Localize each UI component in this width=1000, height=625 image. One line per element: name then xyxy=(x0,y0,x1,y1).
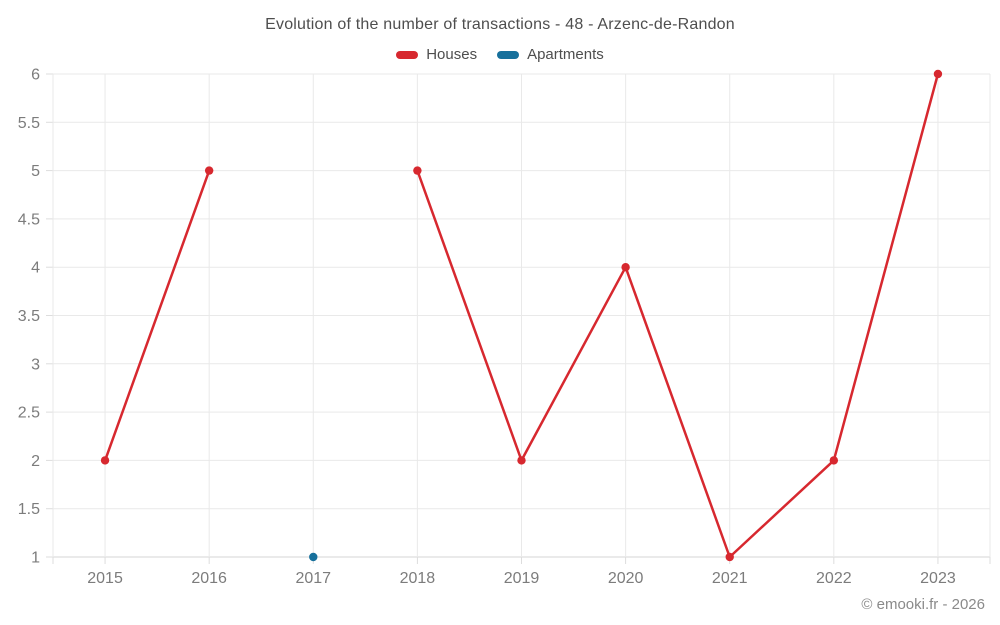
legend-label-houses: Houses xyxy=(426,46,478,63)
y-axis-label: 1.5 xyxy=(18,501,40,518)
y-axis-label: 3.5 xyxy=(18,308,40,325)
data-point-apartments-2017[interactable] xyxy=(309,552,318,562)
data-point-houses-2018[interactable] xyxy=(413,166,422,175)
y-axis-label: 3 xyxy=(31,356,40,373)
y-axis-label: 4.5 xyxy=(18,211,40,228)
data-point-houses-2019[interactable] xyxy=(517,456,526,465)
y-axis-label: 4 xyxy=(31,260,40,277)
x-axis-label: 2023 xyxy=(920,570,956,587)
data-point-houses-2020[interactable] xyxy=(621,263,630,272)
x-axis-label: 2016 xyxy=(191,570,227,587)
y-axis-label: 6 xyxy=(31,67,40,84)
legend-item-apartments[interactable]: Apartments xyxy=(497,46,604,63)
houses-series-swatch-icon xyxy=(396,50,419,59)
x-axis-label: 2019 xyxy=(504,570,540,587)
apartments-series-swatch-icon xyxy=(497,50,520,59)
y-axis-label: 5.5 xyxy=(18,115,40,132)
data-point-houses-2016[interactable] xyxy=(204,166,214,175)
data-point-houses-2022[interactable] xyxy=(829,456,839,465)
y-axis-label: 5 xyxy=(31,163,40,180)
legend: Houses Apartments xyxy=(0,46,1000,63)
x-axis-label: 2017 xyxy=(295,570,331,587)
data-point-houses-2015[interactable] xyxy=(100,456,110,465)
x-axis-label: 2015 xyxy=(87,570,123,587)
series-line-houses xyxy=(103,72,940,559)
y-axis-label: 2 xyxy=(31,453,40,470)
copyright-footer: © emooki.fr - 2026 xyxy=(861,596,985,613)
data-point-houses-2021[interactable] xyxy=(725,552,734,562)
y-axis-label: 1 xyxy=(31,550,40,567)
data-point-houses-2023[interactable] xyxy=(933,69,943,79)
x-axis-label: 2021 xyxy=(712,570,748,587)
chart-title: Evolution of the number of transactions … xyxy=(265,16,735,33)
x-axis-label: 2022 xyxy=(816,570,852,587)
legend-label-apartments: Apartments xyxy=(527,46,604,63)
x-axis-label: 2020 xyxy=(608,570,644,587)
x-axis-label: 2018 xyxy=(400,570,436,587)
y-axis-label: 2.5 xyxy=(18,405,40,422)
legend-item-houses[interactable]: Houses xyxy=(396,46,477,63)
